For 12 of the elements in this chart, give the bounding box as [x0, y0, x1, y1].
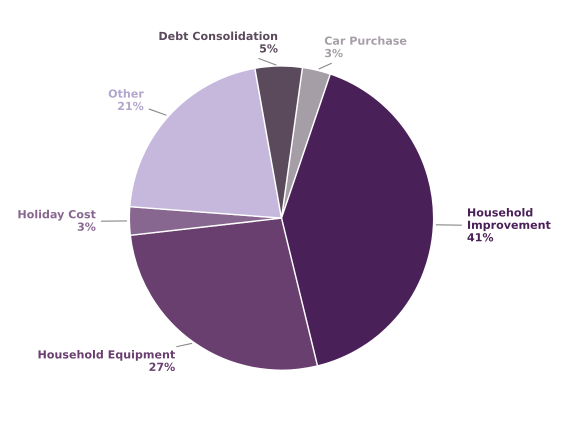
slice-label: Other	[108, 89, 144, 98]
data-label: 3%	[325, 48, 343, 58]
slice-label: Household Equipment	[38, 350, 175, 361]
data-label: 27%	[150, 362, 175, 372]
data-label: 5%	[260, 44, 278, 53]
slice-label: Car Purchase	[324, 36, 406, 45]
slice-label: Debt Consolidation	[159, 32, 278, 40]
slice-label: Holiday Cost	[18, 210, 96, 221]
data-label: 41%	[467, 233, 494, 242]
data-label: 3%	[78, 222, 96, 231]
data-label: 21%	[118, 102, 144, 110]
slice-label: Household Improvement	[468, 208, 551, 232]
